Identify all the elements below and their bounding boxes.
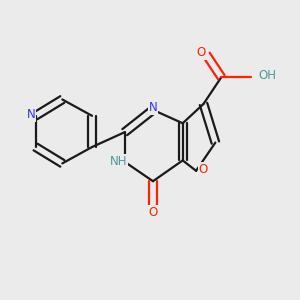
Text: O: O bbox=[199, 163, 208, 176]
Text: NH: NH bbox=[110, 155, 128, 168]
Text: N: N bbox=[27, 108, 35, 121]
Text: O: O bbox=[196, 46, 206, 59]
Text: N: N bbox=[148, 101, 157, 114]
Text: O: O bbox=[148, 206, 158, 219]
Text: OH: OH bbox=[259, 69, 277, 82]
